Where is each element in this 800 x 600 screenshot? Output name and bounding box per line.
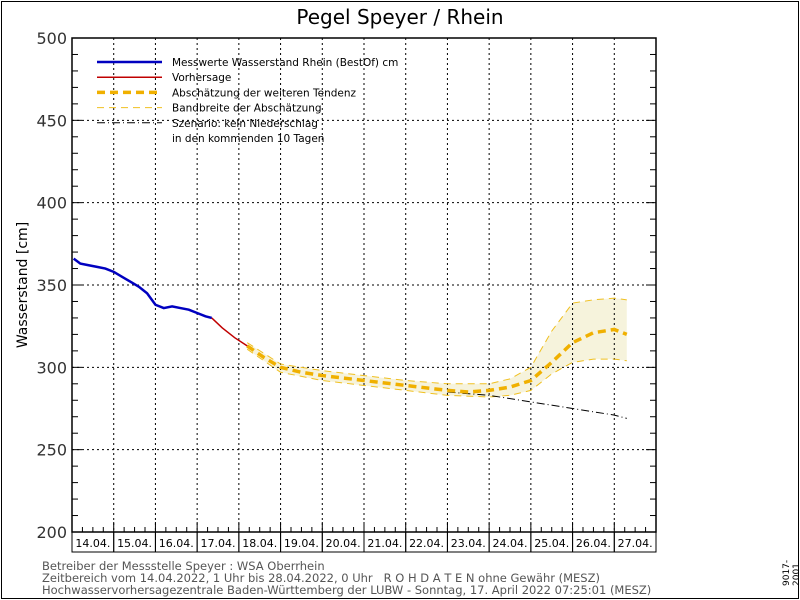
- series-scenario: [447, 391, 627, 419]
- x-tick-label: 22.04.: [409, 537, 444, 550]
- footer-source: Hochwasservorhersagezentrale Baden-Württ…: [42, 583, 652, 597]
- y-tick-label: 300: [36, 358, 67, 377]
- legend-label: Szenario: kein Niederschlag: [172, 118, 318, 130]
- series-measured: [72, 257, 213, 320]
- x-tick-box: [613, 531, 657, 553]
- x-tick-label: 19.04.: [284, 537, 319, 550]
- x-tick-label: 21.04.: [367, 537, 402, 550]
- x-tick-label: 18.04.: [242, 537, 277, 550]
- band-fill: [247, 298, 627, 397]
- legend-label: Messwerte Wasserstand Rhein (BestOf) cm: [172, 57, 398, 69]
- footer-time-range: Zeitbereich vom 14.04.2022, 1 Uhr bis 28…: [42, 571, 600, 585]
- y-tick-label: 350: [36, 276, 67, 295]
- x-tick-label: 20.04.: [326, 537, 361, 550]
- series-tendency: [246, 327, 628, 394]
- series-band-upper: [246, 297, 627, 385]
- series-forecast: [211, 317, 248, 347]
- series-band-lower: [246, 348, 627, 398]
- y-axis-label: Wasserstand [cm]: [15, 222, 31, 348]
- chart-title: Pegel Speyer / Rhein: [296, 5, 503, 29]
- x-tick-label: 16.04.: [159, 537, 194, 550]
- x-tick-label: 14.04.: [75, 537, 110, 550]
- x-tick-label: 24.04.: [493, 537, 528, 550]
- legend-label: Bandbreite der Abschätzung: [172, 103, 322, 115]
- x-tick-label: 23.04.: [451, 537, 486, 550]
- x-tick-label: 26.04.: [576, 537, 611, 550]
- x-tick-label: 15.04.: [117, 537, 152, 550]
- footer-operator: Betreiber der Messstelle Speyer : WSA Ob…: [42, 559, 325, 573]
- legend-label: Abschätzung der weiteren Tendenz: [172, 87, 357, 99]
- y-tick-label: 200: [36, 523, 67, 542]
- legend-label: Vorhersage: [172, 72, 231, 84]
- y-tick-label: 500: [36, 29, 67, 48]
- x-tick-label: 17.04.: [201, 537, 236, 550]
- x-tick-label: 27.04.: [618, 537, 653, 550]
- legend-label: in den kommenden 10 Tagen: [172, 133, 324, 145]
- x-tick-label: 25.04.: [534, 537, 569, 550]
- y-tick-label: 400: [36, 194, 67, 213]
- y-tick-label: 450: [36, 111, 67, 130]
- y-tick-label: 250: [36, 441, 67, 460]
- chart-code: 9017-2001: [782, 559, 800, 586]
